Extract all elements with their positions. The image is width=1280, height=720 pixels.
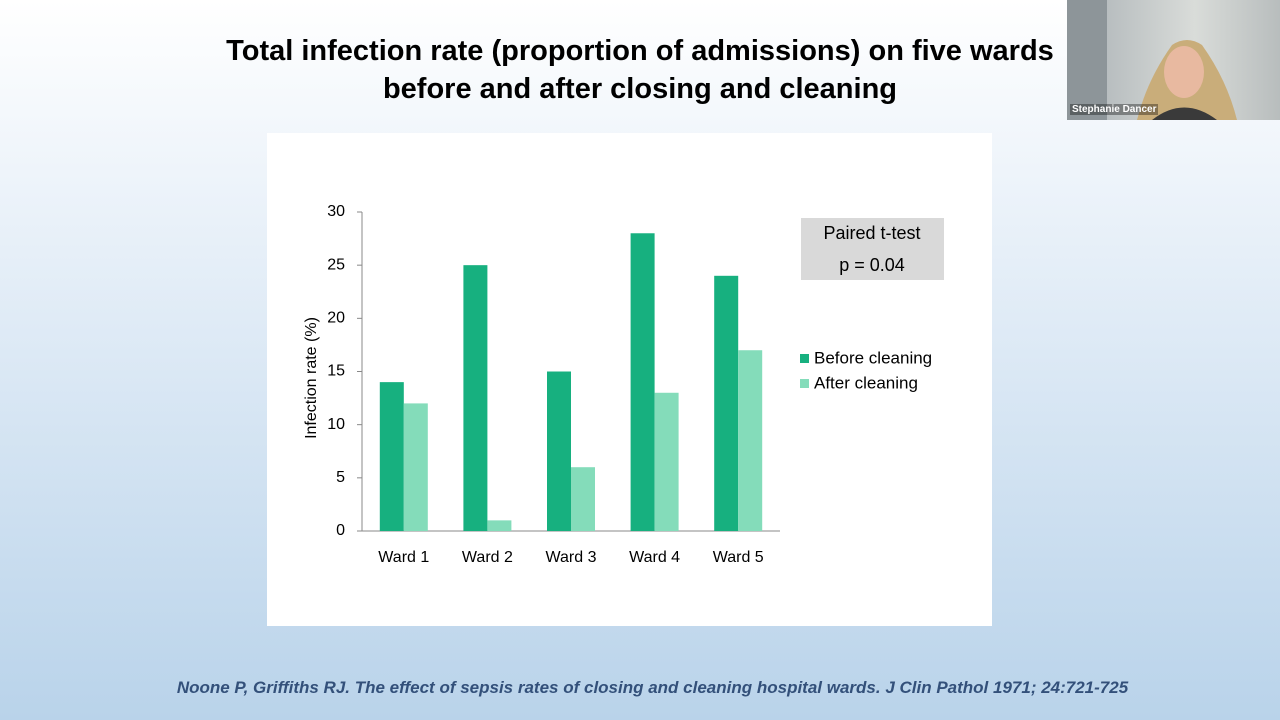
x-tick-label: Ward 1 (378, 549, 429, 566)
x-tick-label: Ward 4 (629, 549, 680, 566)
bar (714, 275, 739, 531)
bar (403, 403, 428, 531)
legend-swatch (800, 379, 809, 388)
y-tick-label: 10 (327, 416, 345, 433)
annotation: Paired t-test (823, 223, 920, 243)
bar (463, 265, 488, 531)
webcam-thumbnail: Stephanie Dancer (1067, 0, 1280, 120)
y-tick-label: 0 (336, 522, 345, 539)
y-tick-label: 15 (327, 363, 345, 380)
bar (630, 233, 655, 531)
legend-swatch (800, 354, 809, 363)
y-tick-label: 5 (336, 469, 345, 486)
legend-label: Before cleaning (814, 348, 932, 367)
citation: Noone P, Griffiths RJ. The effect of sep… (176, 678, 1129, 697)
y-axis-label: Infection rate (%) (303, 317, 320, 439)
chart-panel (267, 133, 992, 626)
clothing (1152, 107, 1217, 120)
x-tick-label: Ward 2 (462, 549, 513, 566)
slide-title: Total infection rate (proportion of admi… (226, 35, 1054, 105)
y-tick-label: 30 (327, 203, 345, 220)
annotation: p = 0.04 (839, 255, 905, 275)
participant-name: Stephanie Dancer (1070, 104, 1159, 115)
face (1164, 46, 1204, 98)
x-tick-label: Ward 3 (546, 549, 597, 566)
webcam-image (1067, 0, 1237, 120)
y-tick-label: 25 (327, 256, 345, 273)
bar (654, 392, 679, 531)
bar (379, 382, 404, 531)
x-tick-label: Ward 5 (713, 549, 764, 566)
y-tick-label: 20 (327, 310, 345, 327)
background-shape (1067, 0, 1107, 120)
bar (738, 350, 763, 531)
bar (547, 371, 571, 531)
legend-label: After cleaning (814, 373, 918, 392)
bar (571, 467, 595, 531)
annotation-box (801, 218, 944, 280)
bar (487, 520, 512, 531)
